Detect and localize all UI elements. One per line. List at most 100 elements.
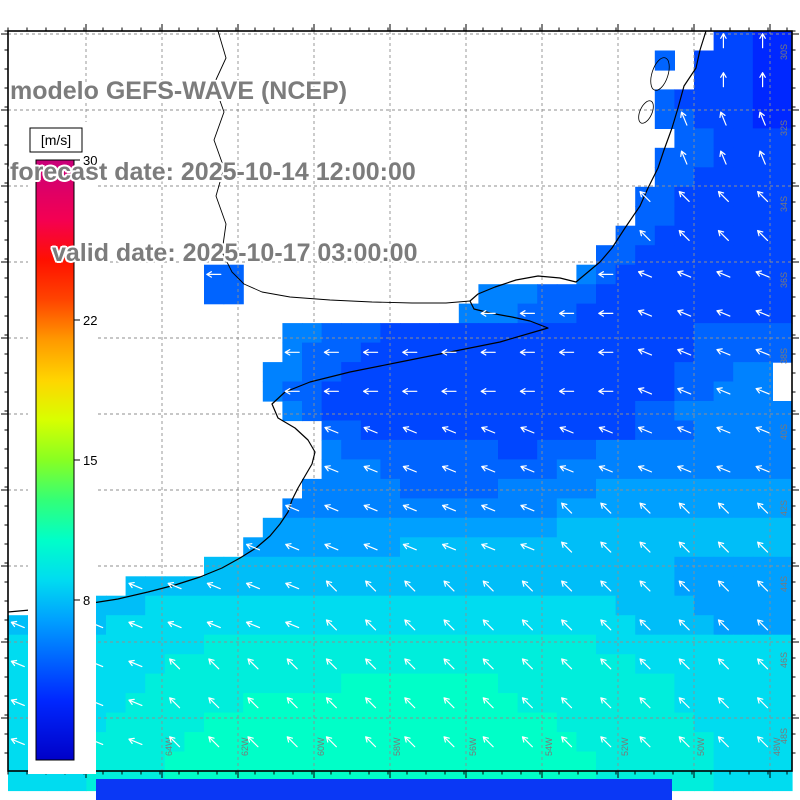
field-cell [654, 225, 675, 246]
wind-arrow [404, 619, 416, 631]
field-cell [498, 712, 519, 733]
wind-arrow [481, 465, 496, 473]
field-cell [204, 712, 225, 733]
field-cell [654, 303, 675, 324]
wind-arrow [680, 111, 688, 126]
wind-arrow [677, 426, 692, 434]
field-cell [733, 595, 754, 616]
wind-arrow [443, 619, 455, 631]
wind-arrow [363, 426, 378, 434]
field-cell [419, 751, 440, 772]
field-cell [576, 654, 597, 675]
field-cell [419, 693, 440, 714]
colorbar: [m/s] 30 22 15 8 [28, 122, 97, 774]
field-cell [537, 595, 558, 616]
field-cell [772, 31, 793, 52]
wind-arrow [481, 543, 496, 551]
field-cell [733, 498, 754, 519]
field-cell [400, 323, 421, 344]
field-cell [772, 751, 793, 772]
field-cell [694, 362, 715, 383]
field-cell [556, 401, 577, 422]
wind-arrow [404, 736, 416, 748]
field-cell [537, 751, 558, 772]
field-cell [772, 128, 793, 149]
wind-arrow [639, 541, 651, 553]
field-cell [498, 284, 519, 305]
wind-arrow [558, 310, 575, 317]
field-cell [419, 323, 440, 344]
field-cell [106, 634, 127, 655]
field-cell [498, 478, 519, 499]
longitude-label: 62W [240, 737, 250, 756]
wind-arrow [520, 504, 535, 512]
wind-arrow [716, 348, 731, 356]
field-cell [223, 634, 244, 655]
wind-arrow [680, 150, 688, 165]
wind-arrow [286, 697, 298, 709]
wind-arrow [480, 387, 496, 395]
field-cell [733, 517, 754, 538]
field-cell [419, 381, 440, 402]
field-cell [733, 459, 754, 480]
field-cell [380, 498, 401, 519]
field-cell [262, 693, 283, 714]
field-cell [733, 654, 754, 675]
field-cell [576, 362, 597, 383]
field-cell [458, 517, 479, 538]
wind-arrow [402, 465, 417, 473]
wind-arrow [757, 541, 769, 553]
field-cell [596, 517, 617, 538]
latitude-label: 40S [779, 424, 789, 440]
field-cell [733, 31, 754, 52]
field-cell [419, 498, 440, 519]
wind-arrow [561, 736, 573, 748]
field-cell [752, 712, 773, 733]
field-cell [674, 362, 695, 383]
wind-arrow [678, 580, 690, 592]
wind-arrow [600, 580, 612, 592]
field-cell [360, 595, 381, 616]
field-cell [341, 323, 362, 344]
field-cell [733, 50, 754, 71]
field-cell [772, 732, 793, 753]
wind-arrow [716, 426, 731, 434]
wind-arrow [716, 309, 731, 317]
wind-arrow [128, 659, 143, 668]
field-cell [478, 517, 499, 538]
wind-arrow [10, 737, 25, 746]
wind-arrow [482, 697, 494, 709]
field-cell [733, 206, 754, 227]
field-cell [458, 615, 479, 636]
field-cell [145, 654, 166, 675]
field-cell [184, 751, 205, 772]
field-cell [517, 634, 538, 655]
field-cell [772, 615, 793, 636]
field-cell [635, 284, 656, 305]
field-cell [654, 147, 675, 168]
field-cell [713, 128, 734, 149]
field-cell [713, 50, 734, 71]
wind-arrow [758, 111, 766, 126]
field-cell [439, 439, 460, 460]
wind-arrow [716, 387, 731, 395]
field-cell [380, 673, 401, 694]
field-cell [772, 342, 793, 363]
field-cell [635, 439, 656, 460]
field-cell [498, 517, 519, 538]
field-cell [713, 712, 734, 733]
field-cell [66, 771, 87, 792]
field-cell [654, 186, 675, 207]
field-cell [478, 634, 499, 655]
field-cell [184, 654, 205, 675]
field-cell [439, 401, 460, 422]
field-cell [674, 439, 695, 460]
field-cell [164, 595, 185, 616]
latitude-label: 42S [779, 500, 789, 516]
field-cell [674, 478, 695, 499]
field-cell [537, 401, 558, 422]
field-cell [713, 517, 734, 538]
wind-arrow [365, 619, 377, 631]
field-cell [321, 401, 342, 422]
field-cell [223, 556, 244, 577]
